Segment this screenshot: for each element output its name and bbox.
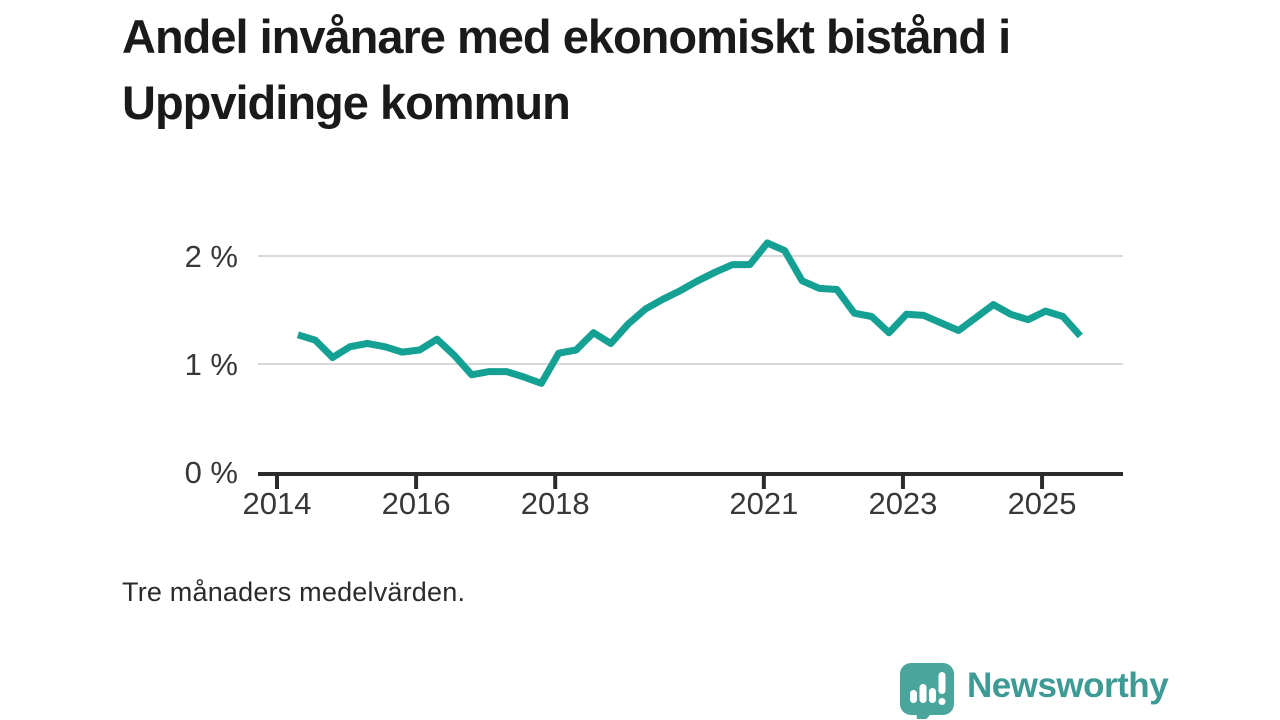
chart-footnote: Tre månaders medelvärden. [122,577,466,607]
data-line-series [296,239,1083,387]
y-tick-label: 2 % [185,239,238,274]
x-tick-label: 2016 [382,486,451,521]
newsworthy-logo-icon [900,663,954,719]
newsworthy-branding: Newsworthy [898,661,1169,719]
x-tick-label: 2021 [729,486,798,521]
y-tick-label: 1 % [185,347,238,382]
bar-chart-glyph [910,672,946,705]
y-tick-label: 0 % [185,455,238,490]
speech-bubble-shape [900,663,954,719]
x-tick-label: 2014 [243,486,312,521]
chart-title: Andel invånare med ekonomiskt bistånd i … [122,10,1011,129]
x-tick-label: 2023 [868,486,937,521]
x-tick-label: 2025 [1008,486,1077,521]
x-tick-label: 2018 [521,486,590,521]
newsworthy-wordmark: Newsworthy [967,666,1169,705]
